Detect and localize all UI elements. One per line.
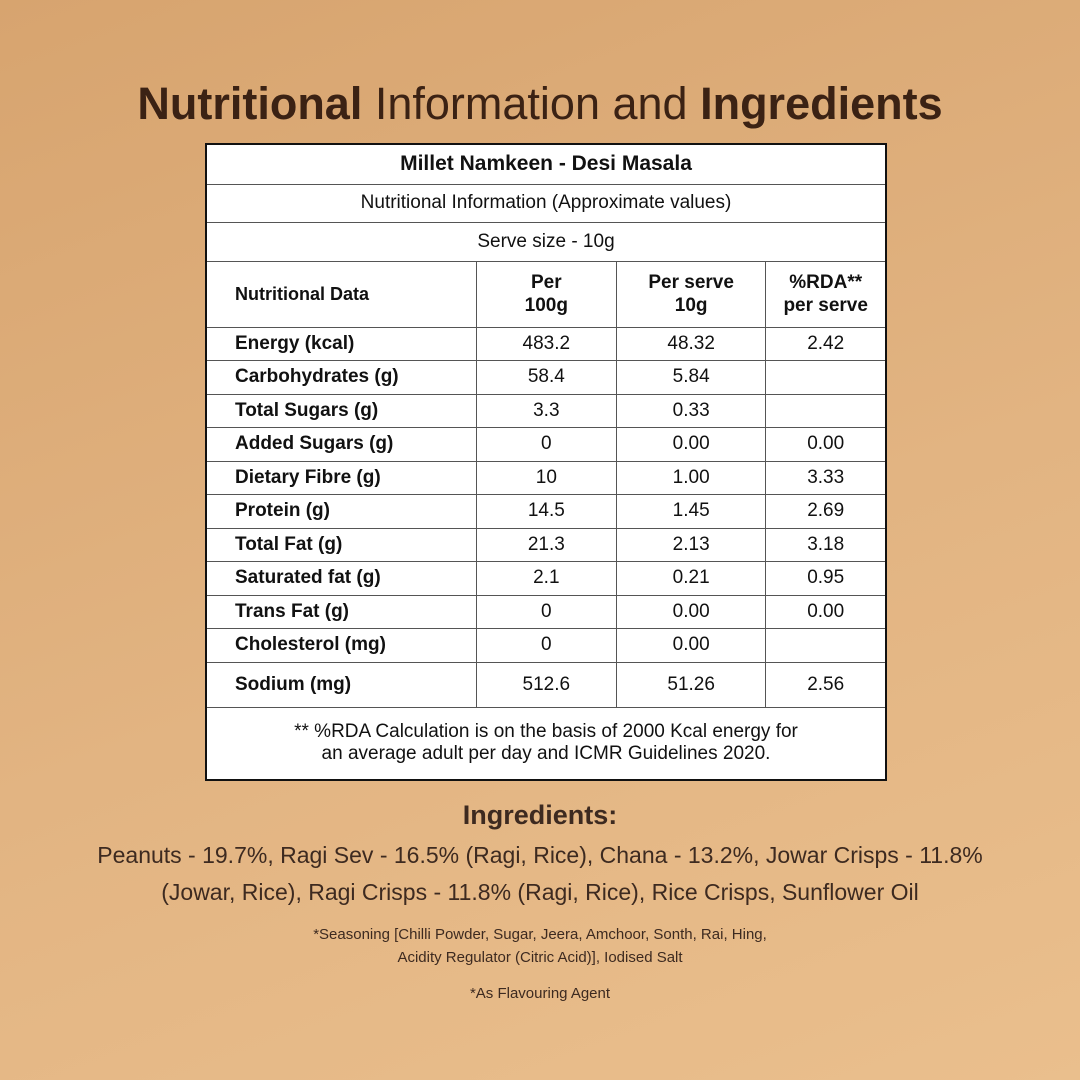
nutrient-value: 0.00 (765, 427, 887, 462)
nutrient-value: 0.33 (615, 393, 767, 428)
nutrient-value: 5.84 (615, 360, 767, 395)
data-row: Cholesterol (mg) 0 0.00 (205, 628, 887, 663)
seasoning-line: *Seasoning [Chilli Powder, Sugar, Jeera,… (313, 926, 767, 943)
column-header: Per serve 10g (615, 260, 767, 328)
ingredients-line: (Jowar, Rice), Ragi Crisps - 11.8% (Ragi… (161, 879, 919, 905)
nutrient-value: 512.6 (475, 661, 617, 708)
ingredients: Ingredients: Peanuts - 19.7%, Ragi Sev - … (0, 800, 1080, 1002)
nutrient-value: 0.00 (615, 427, 767, 462)
data-row: Added Sugars (g) 0 0.00 0.00 (205, 427, 887, 462)
data-row: Saturated fat (g) 2.1 0.21 0.95 (205, 561, 887, 596)
data-row: Protein (g) 14.5 1.45 2.69 (205, 494, 887, 529)
nutrient-value: 0.21 (615, 561, 767, 596)
nutrient-name: Protein (g) (205, 494, 477, 529)
table-row: Millet Namkeen - Desi Masala (205, 143, 887, 185)
footnote-line: an average adult per day and ICMR Guidel… (321, 743, 771, 765)
nutrient-value: 483.2 (475, 326, 617, 361)
data-row: Total Sugars (g) 3.3 0.33 (205, 393, 887, 428)
nutrient-name: Energy (kcal) (205, 326, 477, 361)
nutrient-value: 0.00 (615, 594, 767, 629)
nutrient-value: 14.5 (475, 494, 617, 529)
nutrient-value: 0 (475, 427, 617, 462)
nutrient-value (765, 628, 887, 663)
nutrition-table: Millet Namkeen - Desi Masala Nutritional … (205, 143, 887, 781)
product-name: Millet Namkeen - Desi Masala (205, 143, 887, 185)
nutrient-value: 2.13 (615, 527, 767, 562)
nutrient-name: Carbohydrates (g) (205, 360, 477, 395)
page-title: Nutritional Information and Ingredients (0, 78, 1080, 130)
column-header: Per 100g (475, 260, 617, 328)
data-row: Energy (kcal) 483.2 48.32 2.42 (205, 326, 887, 361)
nutrient-name: Dietary Fibre (g) (205, 460, 477, 495)
ingredients-line: Peanuts - 19.7%, Ragi Sev - 16.5% (Ragi,… (97, 842, 983, 868)
nutrient-value: 0 (475, 628, 617, 663)
nutrient-value: 2.42 (765, 326, 887, 361)
nutrient-value: 21.3 (475, 527, 617, 562)
nutrient-name: Saturated fat (g) (205, 561, 477, 596)
nutrient-value: 3.33 (765, 460, 887, 495)
seasoning-line: Acidity Regulator (Citric Acid)], Iodise… (397, 949, 683, 966)
nutrient-value: 2.1 (475, 561, 617, 596)
title-bold: Ingredients (700, 78, 943, 129)
nutrient-value (765, 360, 887, 395)
nutrient-value: 58.4 (475, 360, 617, 395)
nutrient-name: Sodium (mg) (205, 661, 477, 708)
nutrient-value: 3.3 (475, 393, 617, 428)
nutrient-value: 0 (475, 594, 617, 629)
nutrient-value (765, 393, 887, 428)
nutrient-name: Total Sugars (g) (205, 393, 477, 428)
nutrient-value: 2.56 (765, 661, 887, 708)
nutrient-value: 2.69 (765, 494, 887, 529)
nutrient-value: 0.00 (615, 628, 767, 663)
column-header: Nutritional Data (205, 260, 477, 328)
nutrient-value: 0.95 (765, 561, 887, 596)
nutrient-value: 51.26 (615, 661, 767, 708)
footnote: ** %RDA Calculation is on the basis of 2… (205, 706, 887, 781)
nutrient-value: 10 (475, 460, 617, 495)
footnote-row: ** %RDA Calculation is on the basis of 2… (205, 706, 887, 781)
data-row: Trans Fat (g) 0 0.00 0.00 (205, 594, 887, 629)
nutrient-name: Added Sugars (g) (205, 427, 477, 462)
seasoning: *Seasoning [Chilli Powder, Sugar, Jeera,… (0, 923, 1080, 969)
table-subtitle: Nutritional Information (Approximate val… (205, 183, 887, 223)
serve-size: Serve size - 10g (205, 221, 887, 262)
table-row: Serve size - 10g (205, 221, 887, 262)
table-row: Nutritional Information (Approximate val… (205, 183, 887, 223)
nutrient-name: Total Fat (g) (205, 527, 477, 562)
nutrient-value: 0.00 (765, 594, 887, 629)
header-row: Nutritional Data Per 100g Per serve 10g %RD… (205, 260, 887, 328)
column-header: %RDA** per serve (765, 260, 887, 328)
nutrient-value: 1.45 (615, 494, 767, 529)
flavouring-note: *As Flavouring Agent (469, 985, 611, 1002)
data-row: Total Fat (g) 21.3 2.13 3.18 (205, 527, 887, 562)
data-row: Carbohydrates (g) 58.4 5.84 (205, 360, 887, 395)
title-bold: Nutritional (137, 78, 363, 129)
nutrient-value: 1.00 (615, 460, 767, 495)
title-regular: Information and (374, 78, 688, 129)
nutrient-value: 48.32 (615, 326, 767, 361)
data-row: Dietary Fibre (g) 10 1.00 3.33 (205, 460, 887, 495)
ingredients-heading: Ingredients: (462, 800, 618, 830)
footnote-line: ** %RDA Calculation is on the basis of 2… (294, 721, 798, 743)
data-row: Sodium (mg) 512.6 51.26 2.56 (205, 661, 887, 708)
nutrient-name: Trans Fat (g) (205, 594, 477, 629)
nutrient-value: 3.18 (765, 527, 887, 562)
nutrient-name: Cholesterol (mg) (205, 628, 477, 663)
